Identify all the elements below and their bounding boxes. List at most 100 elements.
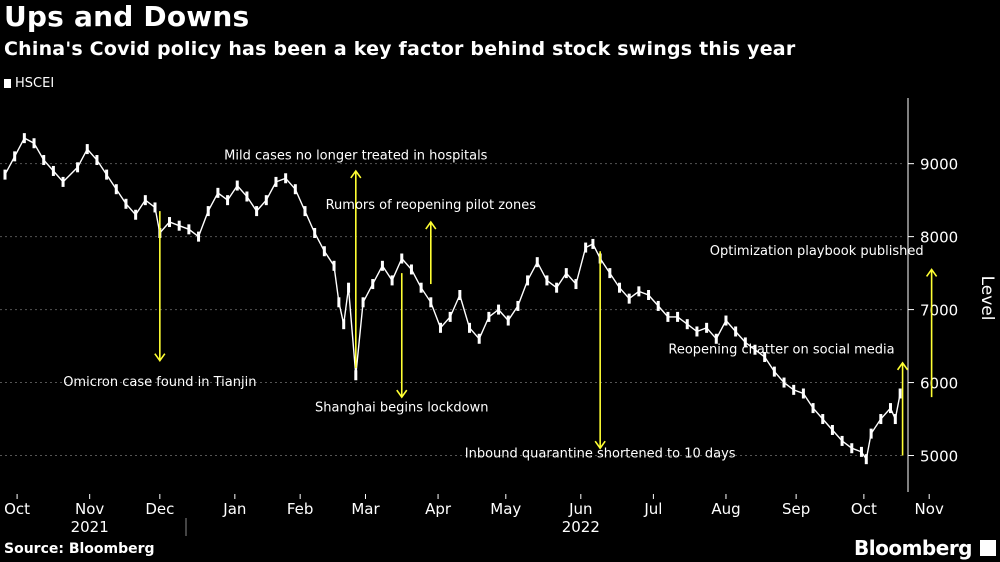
x-tick-label: Oct xyxy=(851,500,877,518)
data-point xyxy=(782,377,786,388)
data-point xyxy=(347,282,351,293)
annotation-arrow-head xyxy=(925,268,938,277)
data-point xyxy=(477,333,481,344)
data-point xyxy=(187,224,191,235)
data-point xyxy=(13,151,17,162)
data-point xyxy=(859,446,863,457)
data-point xyxy=(153,202,157,213)
data-point xyxy=(61,176,65,187)
data-point xyxy=(584,242,588,253)
data-point xyxy=(371,279,375,290)
data-point xyxy=(114,184,118,195)
data-point xyxy=(458,290,462,300)
y-tick-label: 7000 xyxy=(920,302,958,320)
data-point xyxy=(830,424,834,435)
data-point xyxy=(3,169,7,180)
annotation-label: Shanghai begins lockdown xyxy=(315,401,488,416)
data-point xyxy=(850,443,854,454)
x-tick-label: Oct xyxy=(4,500,30,518)
y-tick-label: 5000 xyxy=(920,448,958,466)
legend: HSCEI xyxy=(4,76,54,91)
x-year-label: 2022 xyxy=(562,518,600,536)
data-point xyxy=(840,435,844,446)
data-point xyxy=(361,297,365,308)
data-point xyxy=(705,322,709,333)
data-point xyxy=(666,311,670,322)
data-point xyxy=(42,155,46,166)
data-point xyxy=(792,384,796,395)
data-point xyxy=(22,133,26,144)
data-point xyxy=(264,195,268,206)
data-point xyxy=(893,414,897,425)
x-tick-label: Nov xyxy=(75,500,104,518)
data-point xyxy=(564,268,568,279)
x-tick-label: Aug xyxy=(711,500,740,518)
data-point xyxy=(734,326,738,337)
data-point xyxy=(821,414,825,425)
data-point xyxy=(724,315,728,326)
data-point xyxy=(618,282,622,293)
data-point xyxy=(245,191,249,202)
data-point xyxy=(535,257,539,268)
data-point xyxy=(801,388,805,399)
data-point xyxy=(235,180,239,191)
data-point xyxy=(284,173,288,184)
x-year-label: 2021 xyxy=(71,518,109,536)
data-point xyxy=(448,311,452,322)
data-point xyxy=(390,275,394,286)
data-point xyxy=(419,282,423,293)
data-point xyxy=(438,322,442,333)
data-point xyxy=(753,344,757,355)
legend-label: HSCEI xyxy=(15,76,55,91)
data-point xyxy=(134,209,138,220)
data-point xyxy=(676,311,680,322)
data-point xyxy=(545,275,549,286)
x-tick-label: Mar xyxy=(351,500,380,518)
data-point xyxy=(105,169,109,180)
data-point xyxy=(216,187,220,198)
data-point xyxy=(506,315,510,326)
data-point xyxy=(647,290,651,300)
data-point xyxy=(124,198,128,209)
chart-subtitle: China's Covid policy has been a key fact… xyxy=(4,38,796,60)
data-point xyxy=(380,260,384,271)
y-tick-label: 6000 xyxy=(920,375,958,393)
data-point xyxy=(85,144,89,155)
annotation-label: Optimization playbook published xyxy=(710,244,924,259)
data-point xyxy=(293,184,297,195)
data-point xyxy=(354,370,358,381)
annotation-arrow-head xyxy=(896,361,909,371)
data-point xyxy=(322,246,326,257)
data-point xyxy=(637,286,641,297)
data-point xyxy=(468,322,472,333)
data-point xyxy=(226,195,230,206)
data-point xyxy=(888,403,892,414)
brand-mark-icon xyxy=(980,540,996,556)
legend-swatch xyxy=(4,79,11,88)
annotation-label: Inbound quarantine shortened to 10 days xyxy=(465,447,736,462)
x-tick-label: Jan xyxy=(222,500,246,518)
data-point xyxy=(516,300,520,311)
x-tick-label: Jul xyxy=(643,500,662,518)
x-tick-label: Feb xyxy=(287,500,314,518)
y-axis-label: Level xyxy=(977,276,997,321)
data-point xyxy=(32,138,36,149)
data-point xyxy=(627,293,631,304)
data-point xyxy=(274,176,278,187)
data-point xyxy=(255,206,259,217)
x-tick-label: Apr xyxy=(425,500,452,518)
annotation-label: Reopening chatter on social media xyxy=(668,342,894,357)
data-point xyxy=(487,311,491,322)
data-point xyxy=(772,366,776,377)
annotation-arrow-head xyxy=(154,353,166,363)
data-point xyxy=(177,220,181,231)
data-point xyxy=(51,165,55,176)
data-point xyxy=(197,231,201,242)
data-point xyxy=(879,414,883,425)
data-point xyxy=(526,275,530,286)
source-note: Source: Bloomberg xyxy=(4,541,155,557)
annotation-arrow-head xyxy=(425,220,437,230)
data-point xyxy=(869,428,873,439)
data-point xyxy=(400,253,404,264)
